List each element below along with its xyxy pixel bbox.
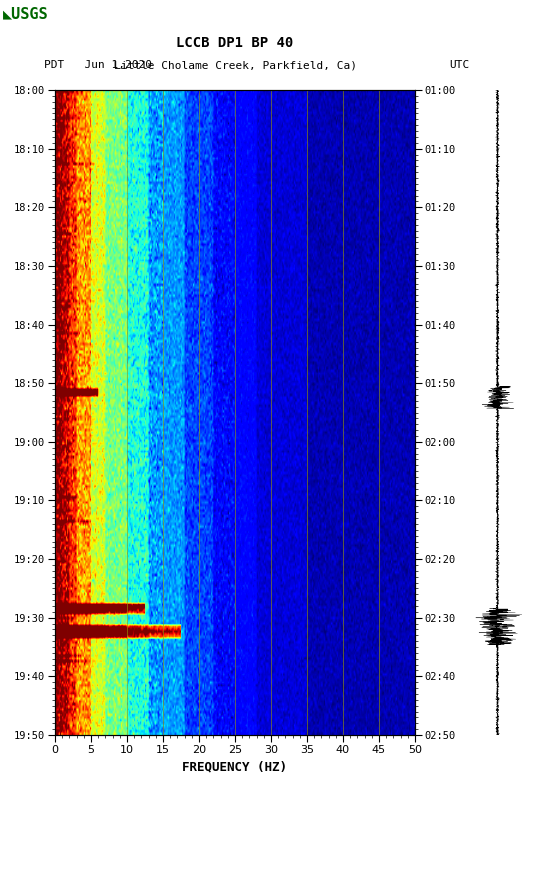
X-axis label: FREQUENCY (HZ): FREQUENCY (HZ) (183, 760, 288, 773)
Text: LCCB DP1 BP 40: LCCB DP1 BP 40 (177, 36, 294, 50)
Text: ◣USGS: ◣USGS (3, 6, 49, 21)
Text: PDT   Jun 1,2020: PDT Jun 1,2020 (44, 61, 152, 71)
Text: Little Cholame Creek, Parkfield, Ca): Little Cholame Creek, Parkfield, Ca) (114, 61, 357, 71)
Text: UTC: UTC (449, 61, 469, 71)
